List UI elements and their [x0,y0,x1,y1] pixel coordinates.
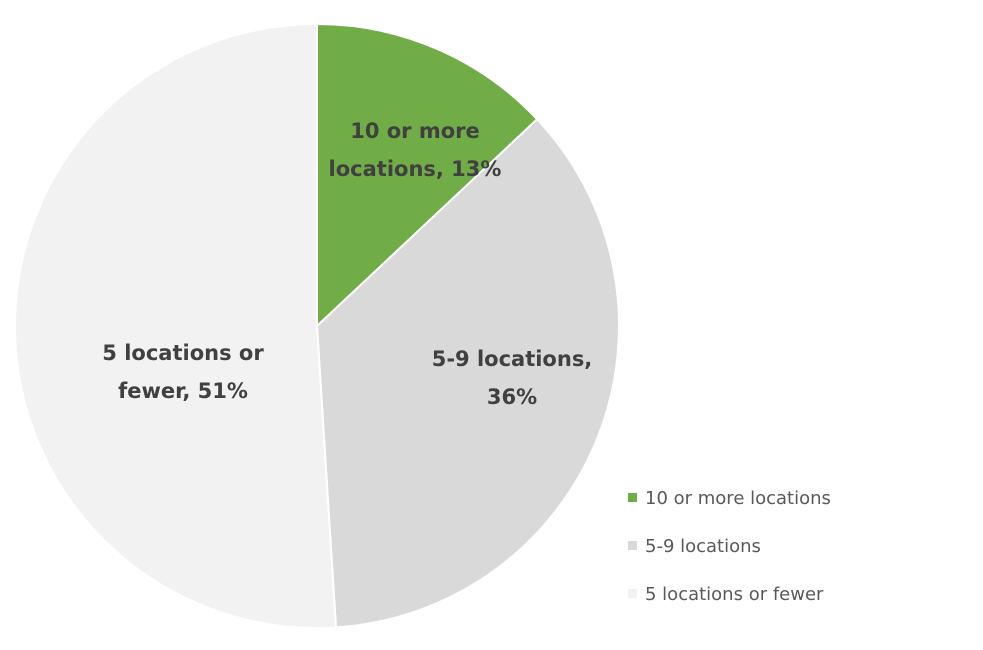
data-label-5-9-locations: 36% [487,385,537,409]
pie-slice-10-or-more-locations [316,22,539,329]
legend-swatch-5-9-locations [628,541,637,550]
data-label-5-9-locations: 5-9 locations, [432,347,593,371]
legend-label-5-locations-or-fewer: 5 locations or fewer [645,584,824,605]
data-label-5-locations-or-fewer: fewer, 51% [118,379,248,403]
legend-swatch-5-locations-or-fewer [628,589,637,598]
data-label-10-or-more-locations: locations, 13% [329,157,502,181]
pie-slice-5-9-locations [315,117,620,629]
data-label-10-or-more-locations: 10 or more [350,119,480,143]
legend-label-10-or-more-locations: 10 or more locations [645,488,831,509]
pie-slice-5-locations-or-fewer [14,22,338,629]
legend-swatch-10-or-more-locations [628,493,637,502]
legend-label-5-9-locations: 5-9 locations [645,536,761,557]
data-label-5-locations-or-fewer: 5 locations or [102,341,264,365]
